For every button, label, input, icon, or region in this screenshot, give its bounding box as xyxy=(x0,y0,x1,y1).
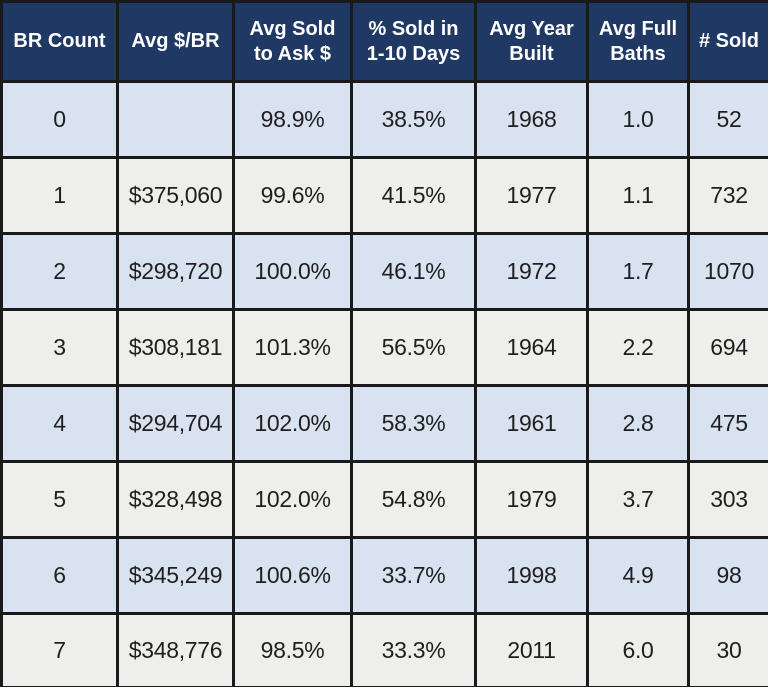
column-header-num-sold: # Sold xyxy=(687,0,768,83)
cell-pct-sold-1-10-days: 38.5% xyxy=(350,80,477,159)
cell-num-sold: 732 xyxy=(687,156,768,235)
cell-num-sold: 98 xyxy=(687,536,768,615)
cell-avg-sold-to-ask: 99.6% xyxy=(232,156,353,235)
table-row: 2 $298,720 100.0% 46.1% 1972 1.7 1070 xyxy=(0,232,768,311)
cell-num-sold: 694 xyxy=(687,308,768,387)
cell-pct-sold-1-10-days: 41.5% xyxy=(350,156,477,235)
table-body: 0 98.9% 38.5% 1968 1.0 52 1 $375,060 99.6% 41.5% 1… xyxy=(0,80,768,687)
cell-pct-sold-1-10-days: 33.3% xyxy=(350,612,477,687)
cell-num-sold: 475 xyxy=(687,384,768,463)
cell-avg-year-built: 2011 xyxy=(474,612,589,687)
cell-avg-sold-to-ask: 102.0% xyxy=(232,460,353,539)
cell-avg-year-built: 1964 xyxy=(474,308,589,387)
cell-avg-price-per-br: $294,704 xyxy=(116,384,235,463)
cell-avg-full-baths: 2.2 xyxy=(586,308,690,387)
cell-pct-sold-1-10-days: 54.8% xyxy=(350,460,477,539)
cell-avg-price-per-br xyxy=(116,80,235,159)
cell-avg-sold-to-ask: 100.6% xyxy=(232,536,353,615)
cell-avg-year-built: 1972 xyxy=(474,232,589,311)
cell-br-count: 3 xyxy=(0,308,119,387)
cell-br-count: 1 xyxy=(0,156,119,235)
table-row: 7 $348,776 98.5% 33.3% 2011 6.0 30 xyxy=(0,612,768,687)
column-header-br-count: BR Count xyxy=(0,0,119,83)
table-row: 3 $308,181 101.3% 56.5% 1964 2.2 694 xyxy=(0,308,768,387)
cell-avg-year-built: 1968 xyxy=(474,80,589,159)
table-row: 5 $328,498 102.0% 54.8% 1979 3.7 303 xyxy=(0,460,768,539)
table-row: 6 $345,249 100.6% 33.7% 1998 4.9 98 xyxy=(0,536,768,615)
cell-pct-sold-1-10-days: 58.3% xyxy=(350,384,477,463)
cell-avg-sold-to-ask: 102.0% xyxy=(232,384,353,463)
cell-avg-price-per-br: $375,060 xyxy=(116,156,235,235)
cell-avg-full-baths: 1.1 xyxy=(586,156,690,235)
cell-br-count: 6 xyxy=(0,536,119,615)
cell-avg-price-per-br: $348,776 xyxy=(116,612,235,687)
cell-pct-sold-1-10-days: 56.5% xyxy=(350,308,477,387)
cell-avg-full-baths: 6.0 xyxy=(586,612,690,687)
cell-avg-year-built: 1998 xyxy=(474,536,589,615)
cell-avg-sold-to-ask: 98.9% xyxy=(232,80,353,159)
cell-br-count: 5 xyxy=(0,460,119,539)
cell-avg-full-baths: 2.8 xyxy=(586,384,690,463)
table-row: 1 $375,060 99.6% 41.5% 1977 1.1 732 xyxy=(0,156,768,235)
column-header-avg-year-built: Avg Year Built xyxy=(474,0,589,83)
cell-avg-sold-to-ask: 101.3% xyxy=(232,308,353,387)
column-header-pct-sold-1-10-days: % Sold in 1-10 Days xyxy=(350,0,477,83)
cell-br-count: 4 xyxy=(0,384,119,463)
cell-num-sold: 52 xyxy=(687,80,768,159)
column-header-avg-price-per-br: Avg $/BR xyxy=(116,0,235,83)
cell-avg-year-built: 1961 xyxy=(474,384,589,463)
cell-avg-price-per-br: $345,249 xyxy=(116,536,235,615)
cell-avg-full-baths: 1.0 xyxy=(586,80,690,159)
cell-avg-sold-to-ask: 98.5% xyxy=(232,612,353,687)
cell-avg-price-per-br: $308,181 xyxy=(116,308,235,387)
table-row: 0 98.9% 38.5% 1968 1.0 52 xyxy=(0,80,768,159)
cell-avg-price-per-br: $328,498 xyxy=(116,460,235,539)
cell-pct-sold-1-10-days: 33.7% xyxy=(350,536,477,615)
cell-avg-full-baths: 4.9 xyxy=(586,536,690,615)
table-row: 4 $294,704 102.0% 58.3% 1961 2.8 475 xyxy=(0,384,768,463)
cell-avg-year-built: 1979 xyxy=(474,460,589,539)
column-header-avg-full-baths: Avg Full Baths xyxy=(586,0,690,83)
cell-num-sold: 303 xyxy=(687,460,768,539)
cell-num-sold: 30 xyxy=(687,612,768,687)
cell-br-count: 2 xyxy=(0,232,119,311)
column-header-avg-sold-to-ask: Avg Sold to Ask $ xyxy=(232,0,353,83)
cell-br-count: 7 xyxy=(0,612,119,687)
cell-num-sold: 1070 xyxy=(687,232,768,311)
cell-avg-price-per-br: $298,720 xyxy=(116,232,235,311)
cell-avg-full-baths: 1.7 xyxy=(586,232,690,311)
cell-avg-year-built: 1977 xyxy=(474,156,589,235)
header-row: BR Count Avg $/BR Avg Sold to Ask $% Sold … xyxy=(0,0,768,83)
cell-pct-sold-1-10-days: 46.1% xyxy=(350,232,477,311)
cell-avg-full-baths: 3.7 xyxy=(586,460,690,539)
cell-br-count: 0 xyxy=(0,80,119,159)
cell-avg-sold-to-ask: 100.0% xyxy=(232,232,353,311)
